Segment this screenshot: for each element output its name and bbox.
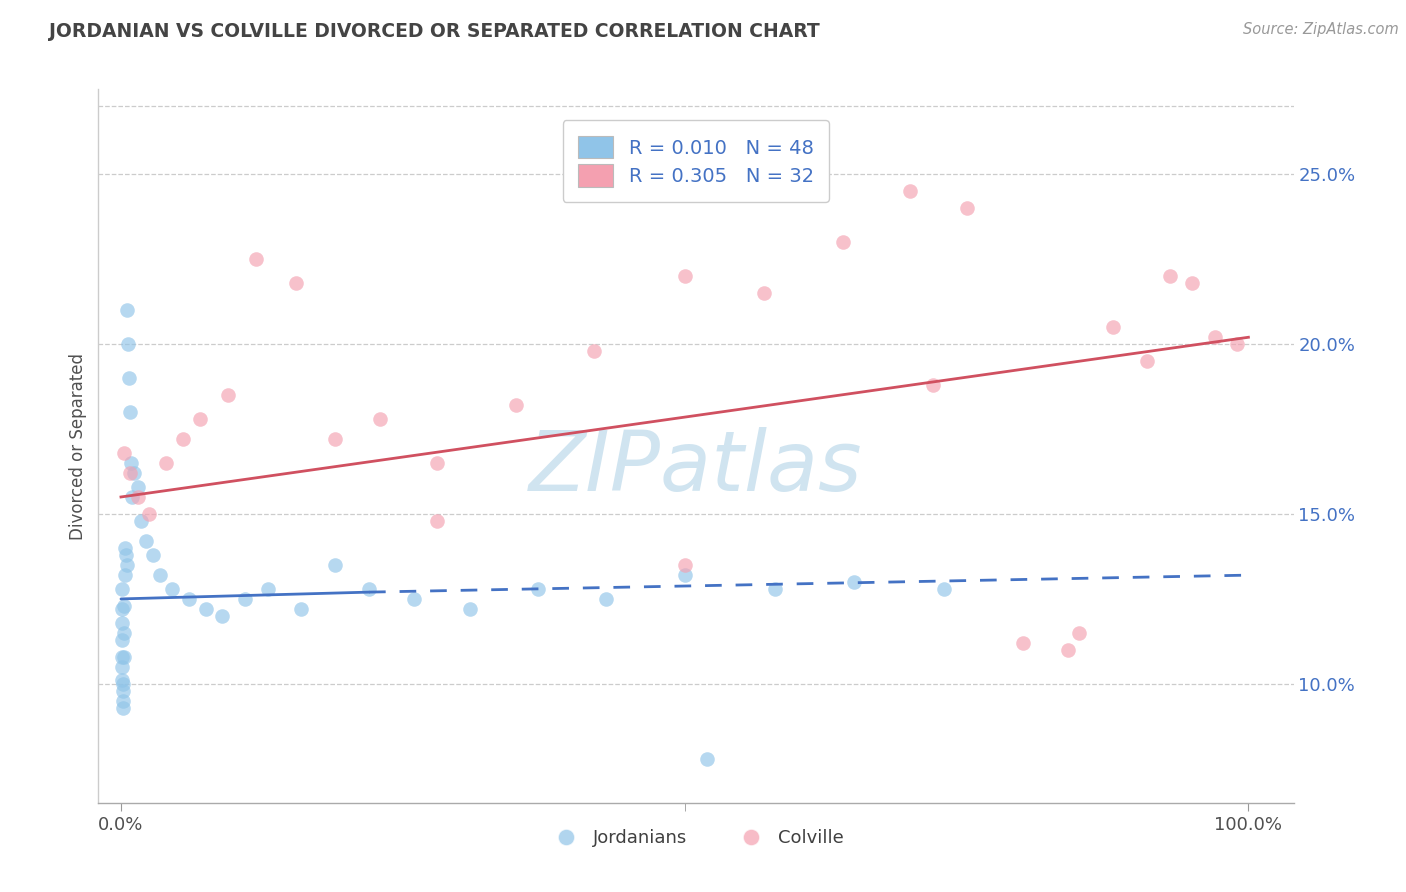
Point (673, 568, 696, 582)
Point (188, 412, 211, 426)
Text: Source: ZipAtlas.com: Source: ZipAtlas.com (1243, 22, 1399, 37)
Point (1102, 320, 1125, 334)
Point (211, 608, 233, 623)
Y-axis label: Divorced or Separated: Divorced or Separated (69, 352, 87, 540)
Point (135, 534, 157, 549)
Point (129, 514, 152, 528)
Point (120, 456, 142, 470)
Point (111, 632, 134, 647)
Point (155, 456, 177, 470)
Point (114, 541, 136, 555)
Point (426, 456, 449, 470)
Point (111, 615, 134, 630)
Point (1057, 643, 1080, 657)
Point (1204, 330, 1226, 344)
Point (112, 626, 135, 640)
Point (404, 591, 426, 606)
Point (160, 582, 183, 596)
Point (112, 677, 135, 691)
Point (127, 480, 149, 494)
Point (118, 371, 141, 385)
Point (117, 337, 139, 351)
Text: ZIPatlas: ZIPatlas (529, 427, 863, 508)
Point (118, 405, 141, 419)
Point (426, 514, 449, 528)
Point (112, 446, 135, 460)
Point (323, 558, 346, 572)
Point (111, 694, 134, 708)
Point (256, 582, 278, 596)
Point (921, 377, 943, 392)
Point (955, 201, 977, 215)
Point (357, 582, 380, 596)
Point (217, 388, 239, 402)
Point (831, 235, 853, 249)
Point (111, 673, 134, 688)
Point (460, 602, 482, 616)
Point (127, 490, 149, 504)
Legend: Jordanians, Colville: Jordanians, Colville (541, 822, 851, 855)
Point (118, 466, 141, 480)
Point (111, 602, 134, 616)
Point (1012, 636, 1035, 650)
Point (505, 398, 527, 412)
Point (115, 548, 138, 562)
Point (1159, 269, 1181, 284)
Point (115, 303, 138, 318)
Point (124, 466, 146, 480)
Point (245, 252, 267, 266)
Point (121, 490, 143, 504)
Text: JORDANIAN VS COLVILLE DIVORCED OR SEPARATED CORRELATION CHART: JORDANIAN VS COLVILLE DIVORCED OR SEPARA… (49, 22, 820, 41)
Point (233, 591, 256, 606)
Point (149, 568, 172, 582)
Point (1069, 626, 1091, 640)
Point (141, 548, 163, 562)
Point (111, 660, 134, 674)
Point (752, 286, 775, 301)
Point (194, 602, 217, 616)
Point (1136, 354, 1159, 368)
Point (898, 184, 921, 198)
Point (112, 649, 135, 664)
Point (1226, 337, 1249, 351)
Point (323, 432, 346, 446)
Point (112, 599, 135, 613)
Point (111, 649, 134, 664)
Point (583, 343, 606, 358)
Point (673, 269, 696, 284)
Point (673, 558, 696, 572)
Point (111, 683, 134, 698)
Point (527, 582, 550, 596)
Point (290, 602, 312, 616)
Point (763, 582, 786, 596)
Point (284, 276, 307, 290)
Point (595, 591, 617, 606)
Point (1181, 276, 1204, 290)
Point (696, 751, 718, 765)
Point (932, 582, 955, 596)
Point (138, 507, 160, 521)
Point (110, 582, 132, 596)
Point (115, 558, 138, 572)
Point (368, 412, 391, 426)
Point (114, 568, 136, 582)
Point (112, 700, 135, 714)
Point (177, 591, 200, 606)
Point (172, 432, 194, 446)
Point (842, 574, 865, 589)
